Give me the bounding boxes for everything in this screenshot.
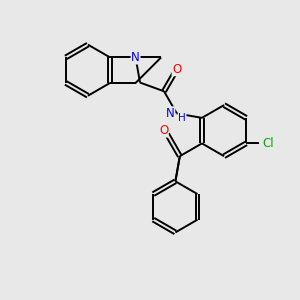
Text: H: H	[178, 113, 186, 123]
Text: O: O	[159, 124, 168, 137]
Text: Cl: Cl	[262, 137, 274, 150]
Text: O: O	[172, 63, 182, 76]
Text: N: N	[166, 107, 175, 120]
Text: N: N	[131, 51, 140, 64]
